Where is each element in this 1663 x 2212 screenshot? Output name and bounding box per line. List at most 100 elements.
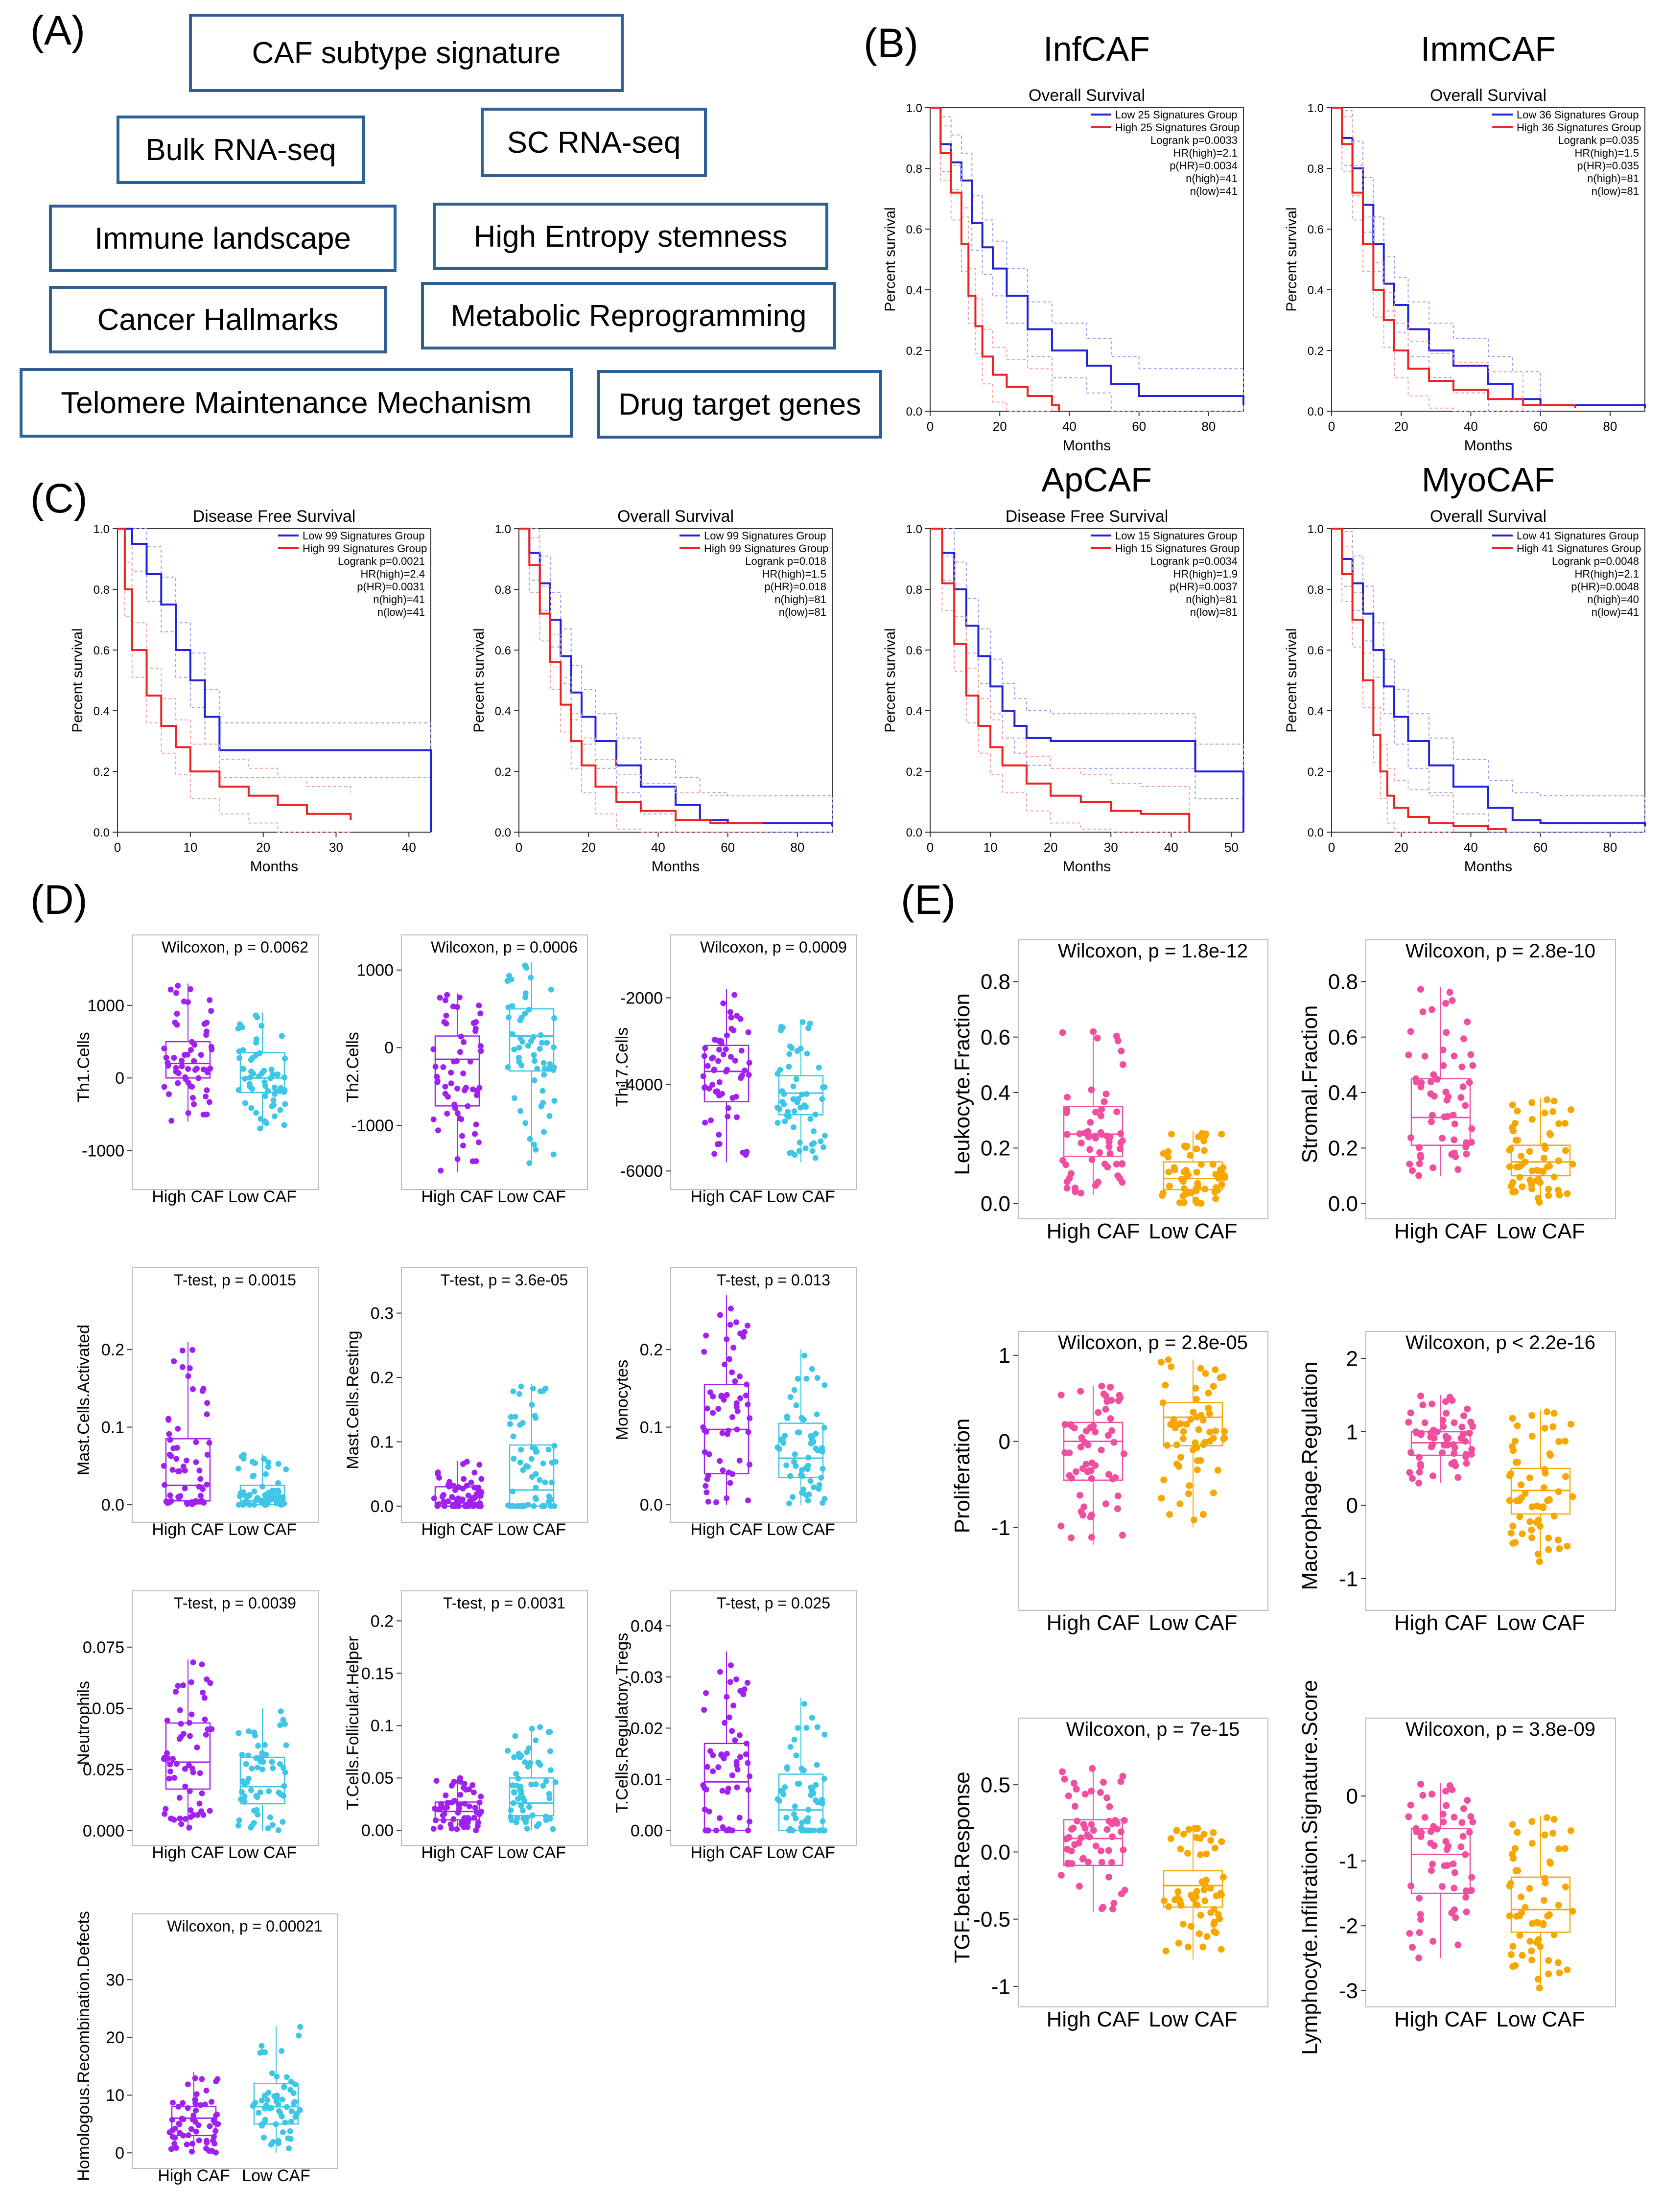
data-point: [821, 1775, 827, 1782]
data-point: [171, 1358, 177, 1364]
data-point: [1460, 1412, 1467, 1420]
y-tick-label: 0.8: [906, 583, 922, 597]
x-category-label: Low CAF: [1497, 2007, 1585, 2031]
data-point: [253, 1110, 259, 1116]
data-point: [1162, 1381, 1169, 1389]
data-point: [277, 1761, 283, 1767]
data-point: [283, 1742, 289, 1748]
data-point: [1088, 1788, 1095, 1795]
data-point: [732, 1057, 738, 1064]
y-tick-label: 0.4: [981, 1081, 1010, 1105]
data-point: [793, 1816, 799, 1822]
data-point: [441, 1811, 447, 1817]
data-point: [510, 1800, 516, 1806]
data-point: [204, 1020, 210, 1026]
data-point: [281, 1783, 287, 1789]
data-point: [511, 1455, 517, 1462]
data-point: [261, 1456, 267, 1462]
data-point: [173, 1069, 179, 1075]
data-point: [265, 1088, 271, 1094]
data-point: [799, 1019, 806, 1025]
plot-frame: [1365, 1331, 1616, 1611]
data-point: [246, 1502, 253, 1508]
data-point: [1415, 1479, 1423, 1487]
legend-stat: HR(high)=2.1: [1575, 568, 1639, 580]
data-point: [822, 1133, 828, 1139]
data-point: [533, 1146, 539, 1153]
data-point: [791, 1124, 797, 1131]
stat-label: T-test, p = 0.025: [717, 1594, 830, 1612]
data-point: [506, 973, 513, 979]
data-point: [1451, 1136, 1458, 1143]
data-point: [1057, 1522, 1065, 1530]
data-point: [821, 1084, 828, 1091]
data-point: [743, 1392, 749, 1398]
boxplot-monocytes: T-test, p = 0.0130.00.10.2MonocytesHigh …: [613, 1267, 857, 1539]
data-point: [185, 1373, 191, 1379]
data-point: [195, 2122, 202, 2128]
data-point: [1107, 1415, 1114, 1422]
data-point: [724, 1336, 730, 1342]
legend-stat: HR(high)=2.1: [1173, 147, 1238, 159]
plot-frame: [670, 1267, 857, 1523]
data-point: [1105, 1471, 1112, 1478]
x-category-label: Low CAF: [767, 1843, 835, 1862]
data-point: [1546, 1131, 1554, 1139]
data-point: [197, 1476, 204, 1482]
data-point: [522, 1010, 528, 1017]
data-point: [1408, 1475, 1416, 1482]
data-point: [1162, 1947, 1170, 1955]
data-point: [190, 1094, 196, 1101]
data-point: [543, 1817, 549, 1823]
data-point: [519, 1420, 526, 1426]
data-point: [282, 2119, 288, 2126]
data-point: [271, 1084, 278, 1091]
data-point: [1104, 1432, 1112, 1439]
y-tick-label: 0.4: [94, 705, 110, 718]
data-point: [727, 1305, 734, 1312]
data-point: [175, 1080, 181, 1086]
data-point: [1212, 1170, 1219, 1178]
data-point: [787, 1150, 793, 1156]
y-tick-label: -0.5: [973, 1908, 1010, 1932]
data-point: [258, 1116, 264, 1122]
data-point: [733, 1762, 740, 1769]
data-point: [275, 1461, 281, 1467]
box-high-caf: [1410, 1828, 1471, 1894]
data-point: [804, 1818, 811, 1825]
data-point: [550, 1826, 556, 1832]
data-point: [473, 1019, 479, 1025]
data-point: [1088, 1086, 1095, 1094]
y-tick-label: 1: [999, 1344, 1010, 1368]
data-point: [444, 992, 450, 998]
box-high-caf: [1410, 1078, 1471, 1146]
y-tick-label: 0.0: [1308, 405, 1324, 419]
data-point: [182, 1485, 188, 1491]
data-point: [1184, 1849, 1192, 1857]
data-point: [1567, 1827, 1574, 1835]
data-point: [274, 2073, 280, 2080]
data-point: [1439, 1135, 1446, 1142]
legend-stat: n(high)=41: [1186, 172, 1238, 185]
data-point: [718, 1751, 725, 1758]
data-point: [236, 1817, 242, 1823]
data-point: [472, 1804, 478, 1811]
data-point: [237, 1021, 243, 1027]
data-point: [199, 2076, 205, 2082]
data-point: [1427, 1090, 1434, 1097]
data-point: [1415, 1955, 1423, 1962]
data-point: [1192, 1901, 1199, 1908]
data-point: [242, 1100, 248, 1106]
stat-label: Wilcoxon, p = 2.8e-05: [1058, 1332, 1248, 1353]
data-point: [814, 1411, 820, 1418]
data-point: [466, 1786, 472, 1793]
legend-entry: High 99 Signatures Group: [704, 542, 828, 555]
data-point: [1102, 1500, 1109, 1508]
data-point: [180, 1682, 187, 1688]
x-tick-label: 60: [1132, 419, 1146, 434]
data-point: [1086, 1833, 1093, 1840]
data-point: [1173, 1441, 1180, 1448]
data-point: [1509, 1943, 1517, 1950]
data-point: [1092, 1462, 1099, 1469]
